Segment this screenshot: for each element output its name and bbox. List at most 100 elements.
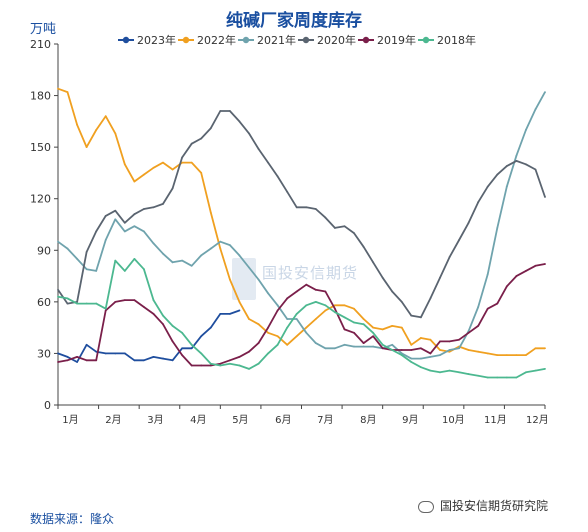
- data-point: [152, 312, 155, 315]
- data-point: [114, 259, 117, 262]
- data-point: [496, 173, 499, 176]
- data-point: [439, 354, 441, 357]
- data-point: [104, 215, 107, 217]
- data-point: [458, 239, 460, 241]
- data-point: [362, 323, 365, 326]
- series-line-2020年: [57, 110, 546, 319]
- data-point: [162, 252, 164, 255]
- data-point: [219, 362, 222, 365]
- data-point: [171, 325, 174, 327]
- data-point: [486, 307, 489, 310]
- data-point: [496, 227, 499, 229]
- y-tick-label: 210: [30, 38, 51, 51]
- data-point: [534, 347, 537, 350]
- data-point: [76, 302, 78, 305]
- data-point: [419, 337, 422, 339]
- x-tick-label: 9月: [402, 414, 418, 426]
- data-point: [95, 230, 98, 233]
- data-point: [477, 306, 480, 308]
- data-point: [343, 304, 346, 307]
- data-point: [324, 309, 327, 312]
- data-point: [410, 361, 413, 363]
- data-point: [286, 318, 289, 320]
- data-point: [162, 323, 164, 326]
- data-point: [95, 129, 98, 131]
- data-point: [66, 91, 69, 94]
- data-point: [76, 361, 78, 363]
- data-point: [143, 359, 145, 362]
- data-point: [419, 347, 422, 350]
- data-point: [228, 359, 231, 362]
- data-point: [448, 340, 451, 343]
- data-point: [534, 168, 537, 171]
- legend-label: 2022年: [197, 33, 236, 47]
- x-tick-label: 11月: [484, 414, 507, 426]
- data-point: [334, 347, 336, 350]
- legend-marker: [302, 36, 310, 44]
- data-point: [114, 209, 117, 212]
- data-point: [200, 335, 203, 338]
- data-point: [181, 354, 184, 357]
- data-point: [343, 225, 346, 228]
- data-point: [248, 350, 250, 353]
- data-point: [267, 161, 269, 164]
- watermark: 国投安信期货: [262, 264, 359, 282]
- data-point: [200, 352, 203, 355]
- data-point: [391, 349, 394, 351]
- data-point: [439, 371, 441, 374]
- data-point: [143, 208, 145, 210]
- data-point: [381, 343, 384, 346]
- data-point: [238, 120, 241, 123]
- data-point: [305, 283, 308, 286]
- data-point: [76, 257, 78, 260]
- data-point: [372, 345, 375, 348]
- legend-label: 2018年: [437, 33, 476, 47]
- data-point: [114, 218, 117, 221]
- footer-text: 国投安信期货研究院: [440, 499, 549, 513]
- data-point: [505, 185, 508, 188]
- legend-marker: [362, 36, 370, 44]
- data-point: [123, 299, 126, 302]
- data-point: [525, 129, 527, 131]
- data-point: [123, 230, 126, 233]
- data-point: [314, 208, 317, 210]
- data-point: [429, 352, 432, 355]
- data-point: [410, 349, 413, 351]
- data-point: [162, 314, 164, 317]
- data-point: [171, 168, 174, 171]
- data-point: [400, 349, 403, 351]
- y-tick-label: 60: [37, 296, 51, 309]
- data-point: [85, 268, 88, 271]
- data-point: [439, 349, 441, 351]
- legend-label: 2021年: [257, 33, 296, 47]
- data-point: [152, 299, 155, 302]
- data-point: [104, 115, 107, 118]
- data-point: [209, 127, 212, 130]
- data-point: [171, 359, 174, 362]
- data-point: [286, 297, 289, 300]
- data-point: [448, 350, 451, 353]
- data-point: [467, 349, 470, 351]
- data-point: [57, 352, 59, 355]
- data-point: [286, 326, 289, 329]
- x-tick-label: 3月: [147, 414, 163, 426]
- data-point: [534, 108, 537, 111]
- data-point: [419, 316, 422, 319]
- data-point: [286, 190, 289, 193]
- data-point: [219, 247, 222, 250]
- data-point: [143, 268, 145, 271]
- data-point: [525, 354, 527, 357]
- data-point: [104, 239, 107, 241]
- data-point: [362, 342, 365, 345]
- data-point: [267, 326, 269, 329]
- data-point: [152, 206, 155, 209]
- footer-brand: 国投安信期货研究院: [418, 497, 548, 514]
- data-point: [57, 87, 59, 90]
- y-tick-label: 120: [30, 193, 51, 206]
- data-point: [381, 347, 384, 350]
- data-point: [133, 213, 136, 216]
- data-point: [458, 371, 460, 374]
- data-point: [381, 276, 384, 279]
- data-point: [181, 259, 184, 262]
